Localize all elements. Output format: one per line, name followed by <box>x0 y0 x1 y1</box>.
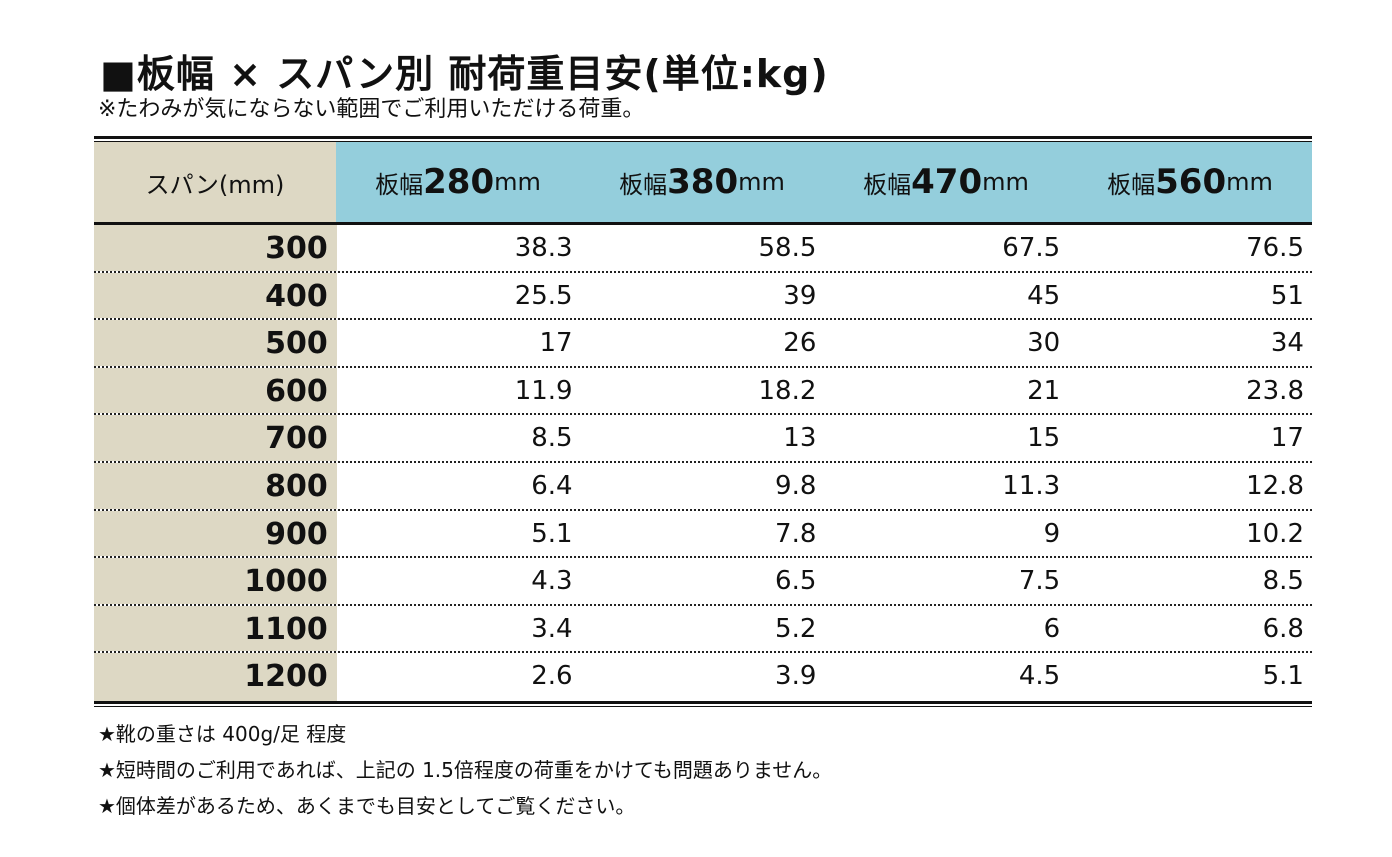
value-cell: 26 <box>783 328 817 359</box>
value-cell: 5.2 <box>775 613 817 644</box>
span-cell: 300 <box>94 225 337 271</box>
table-row: 500 17 26 30 34 <box>94 320 1312 368</box>
note-shoe-weight: ★靴の重さは 400g/足 程度 <box>98 722 347 746</box>
value-cell: 25.5 <box>514 280 573 311</box>
table-row: 300 38.3 58.5 67.5 76.5 <box>94 225 1312 273</box>
width-header-number: 560 <box>1155 162 1227 202</box>
table-row: 1200 2.6 3.9 4.5 5.1 <box>94 653 1312 701</box>
table-row: 900 5.1 7.8 9 10.2 <box>94 510 1312 559</box>
value-cell: 38.3 <box>514 233 573 263</box>
note-individual-difference: ★個体差があるため、あくまでも目安としてご覧ください。 <box>98 794 636 818</box>
value-cell: 6 <box>1043 613 1061 644</box>
value-cell: 11.3 <box>1002 470 1061 501</box>
value-cell: 2.6 <box>531 661 573 692</box>
value-cell: 4.5 <box>1018 661 1061 692</box>
value-cell: 7.8 <box>775 518 817 549</box>
width-header-prefix: 板幅 <box>375 170 424 199</box>
span-cell: 1100 <box>94 605 337 652</box>
span-cell: 700 <box>94 415 337 461</box>
value-cell: 17 <box>539 328 573 359</box>
value-cell: 12.8 <box>1246 470 1304 501</box>
value-cell: 18.2 <box>758 375 817 406</box>
table-row: 800 6.4 9.8 11.3 12.8 <box>94 462 1312 511</box>
width-header: 板幅 380 mm <box>580 142 824 222</box>
width-header-prefix: 板幅 <box>1107 170 1156 199</box>
width-headers: 板幅 280 mm 板幅 380 mm 板幅 470 mm 板幅 560 mm <box>336 142 1312 222</box>
load-table: スパン(mm) 板幅 280 mm 板幅 380 mm 板幅 470 mm 板幅 560 mm … <box>94 136 1312 707</box>
notes: ★靴の重さは 400g/足 程度 ★短時間のご利用であれば、上記の 1.5倍程度… <box>98 716 832 824</box>
value-cell: 9.8 <box>775 470 817 501</box>
value-cell: 8.5 <box>1262 566 1304 597</box>
value-cell: 17 <box>1270 423 1304 454</box>
value-cell: 34 <box>1270 328 1304 359</box>
value-cell: 67.5 <box>1002 233 1061 263</box>
span-cell: 600 <box>94 367 337 414</box>
value-cell: 39 <box>783 280 817 311</box>
value-cell: 76.5 <box>1246 233 1304 263</box>
page-title: ■板幅 × スパン別 耐荷重目安(単位:kg) <box>100 52 829 96</box>
width-header-unit: mm <box>982 168 1029 196</box>
width-header-prefix: 板幅 <box>619 170 668 199</box>
width-header: 板幅 560 mm <box>1068 142 1312 222</box>
value-cell: 21 <box>1027 375 1061 406</box>
value-cell: 3.4 <box>531 613 573 644</box>
value-cell: 30 <box>1027 328 1061 359</box>
width-header-number: 380 <box>667 162 739 202</box>
table-top-rule <box>94 136 1312 142</box>
width-header-number: 280 <box>423 162 495 202</box>
value-cell: 6.8 <box>1262 613 1304 644</box>
span-cell: 1000 <box>94 558 337 604</box>
page-subtitle: ※たわみが気にならない範囲でご利用いただける荷重。 <box>98 97 645 122</box>
note-short-term-use: ★短時間のご利用であれば、上記の 1.5倍程度の荷重をかけても問題ありません。 <box>98 758 833 782</box>
value-cell: 9 <box>1043 518 1061 549</box>
value-cell: 8.5 <box>531 423 573 454</box>
value-cell: 5.1 <box>531 518 573 549</box>
value-cell: 13 <box>783 423 817 454</box>
value-cell: 45 <box>1027 280 1061 311</box>
value-cell: 5.1 <box>1262 661 1304 692</box>
span-cell: 500 <box>94 320 337 366</box>
table-header-row: スパン(mm) 板幅 280 mm 板幅 380 mm 板幅 470 mm 板幅 560 mm <box>94 142 1312 222</box>
width-header-unit: mm <box>494 168 541 196</box>
table-body: 300 38.3 58.5 67.5 76.5 400 25.5 39 45 5… <box>94 222 1312 701</box>
value-cell: 11.9 <box>514 375 573 406</box>
value-cell: 58.5 <box>758 233 817 263</box>
table-row: 1100 3.4 5.2 6 6.8 <box>94 605 1312 654</box>
width-header-unit: mm <box>1226 168 1273 196</box>
value-cell: 23.8 <box>1246 375 1304 406</box>
width-header-prefix: 板幅 <box>863 170 912 199</box>
value-cell: 6.5 <box>775 566 817 597</box>
span-cell: 1200 <box>94 653 337 701</box>
value-cell: 51 <box>1270 280 1304 311</box>
width-header: 板幅 470 mm <box>824 142 1068 222</box>
table-row: 1000 4.3 6.5 7.5 8.5 <box>94 558 1312 606</box>
table-row: 600 11.9 18.2 21 23.8 <box>94 367 1312 416</box>
value-cell: 15 <box>1027 423 1061 454</box>
span-cell: 900 <box>94 510 337 557</box>
value-cell: 3.9 <box>775 661 817 692</box>
span-cell: 400 <box>94 272 337 319</box>
value-cell: 7.5 <box>1018 566 1061 597</box>
table-row: 400 25.5 39 45 51 <box>94 272 1312 321</box>
width-header-number: 470 <box>911 162 983 202</box>
value-cell: 6.4 <box>531 470 573 501</box>
width-header-unit: mm <box>738 168 785 196</box>
width-header: 板幅 280 mm <box>336 142 580 222</box>
table-row: 700 8.5 13 15 17 <box>94 415 1312 463</box>
table-bottom-rule <box>94 700 1312 707</box>
value-cell: 10.2 <box>1246 518 1304 549</box>
span-cell: 800 <box>94 462 337 509</box>
span-header: スパン(mm) <box>94 142 336 222</box>
value-cell: 4.3 <box>531 566 573 597</box>
